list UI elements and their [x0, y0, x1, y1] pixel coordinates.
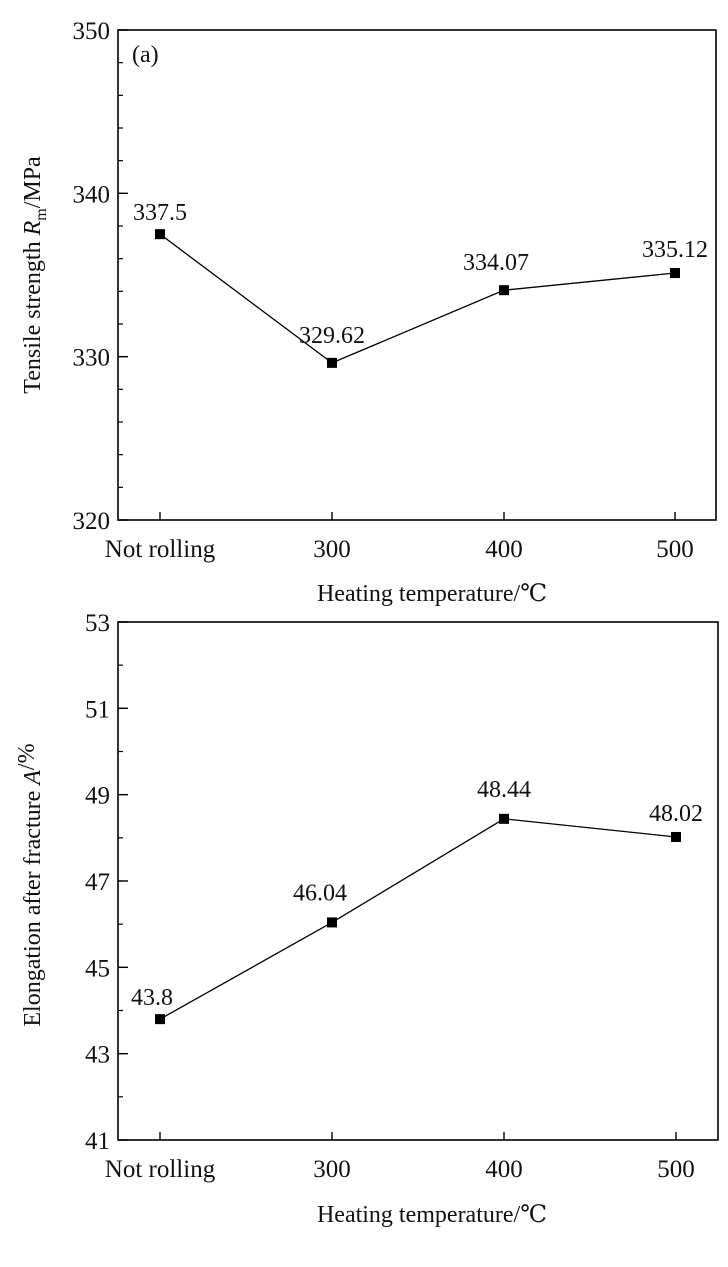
y-axis-title-main: Elongation after fracture — [20, 785, 46, 1027]
y-tick-label: 43 — [85, 1042, 110, 1069]
data-labels: 337.5 329.62 334.07 335.12 — [133, 200, 708, 349]
x-tick-label: 400 — [485, 1156, 523, 1183]
series-markers — [155, 813, 681, 1025]
data-label: 337.5 — [133, 200, 187, 226]
y-axis-title-unit: /% — [14, 743, 40, 770]
data-point — [499, 285, 509, 296]
data-label: 329.62 — [299, 323, 365, 349]
x-tick-label: Not rolling — [105, 1156, 216, 1183]
x-ticks — [159, 1132, 677, 1140]
y-tick-label: 330 — [73, 345, 111, 372]
y-major-ticks — [118, 621, 128, 1141]
x-tick-labels: Not rolling 300 400 500 — [105, 1156, 695, 1183]
y-axis-title: Elongation after fracture A/% — [14, 743, 46, 1026]
x-axis-title: Heating temperature/℃ — [317, 581, 547, 607]
series-line — [159, 233, 676, 364]
data-label: 48.44 — [477, 777, 531, 803]
y-tick-label: 45 — [85, 955, 110, 982]
series-line — [159, 818, 677, 1020]
y-major-ticks — [118, 29, 128, 521]
data-labels: 43.8 46.04 48.44 48.02 — [131, 777, 703, 1011]
data-label: 46.04 — [293, 880, 347, 906]
y-tick-labels: 320 330 340 350 — [73, 18, 111, 535]
y-tick-label: 47 — [85, 869, 110, 896]
plot-frame — [117, 29, 717, 521]
y-axis-title-symbol: A — [20, 770, 46, 787]
data-point — [155, 229, 165, 240]
y-axis-title-unit: /MPa — [20, 156, 46, 208]
data-label: 43.8 — [131, 985, 173, 1011]
data-label: 334.07 — [463, 250, 529, 276]
data-point — [670, 268, 680, 279]
series-markers — [155, 229, 680, 368]
data-label: 335.12 — [642, 237, 708, 263]
data-point — [671, 831, 681, 842]
x-tick-label: 500 — [657, 1156, 695, 1183]
x-tick-label: 300 — [313, 1156, 351, 1183]
x-tick-label: 400 — [485, 536, 523, 563]
y-tick-label: 51 — [85, 696, 110, 723]
y-axis-title-main: Tensile strength — [20, 235, 46, 393]
y-tick-label: 53 — [85, 610, 110, 637]
x-tick-labels: Not rolling 300 400 500 — [105, 536, 694, 563]
y-tick-label: 320 — [73, 508, 111, 535]
data-point — [499, 813, 509, 824]
data-point — [155, 1014, 165, 1025]
x-ticks — [159, 512, 676, 520]
y-tick-label: 41 — [85, 1128, 110, 1155]
y-tick-labels: 41 43 45 47 49 51 53 — [85, 610, 110, 1155]
y-tick-label: 350 — [73, 18, 111, 45]
data-label: 48.02 — [649, 801, 703, 827]
data-point — [327, 357, 337, 368]
y-axis-title: Tensile strength Rm/MPa — [20, 156, 50, 394]
y-tick-label: 340 — [73, 181, 111, 208]
panel-label: (a) — [132, 42, 159, 68]
y-tick-label: 49 — [85, 783, 110, 810]
x-tick-label: 300 — [313, 536, 351, 563]
x-tick-label: Not rolling — [105, 536, 216, 563]
chart-elongation: 41 43 45 47 49 51 53 Not rolling 300 400 500 43.8… — [14, 610, 719, 1228]
x-tick-label: 500 — [656, 536, 694, 563]
y-axis-title-symbol: R — [20, 220, 46, 236]
x-axis-title: Heating temperature/℃ — [317, 1202, 547, 1228]
y-axis-title-subscript: m — [33, 208, 50, 221]
plot-frame — [117, 621, 719, 1141]
data-point — [327, 917, 337, 928]
